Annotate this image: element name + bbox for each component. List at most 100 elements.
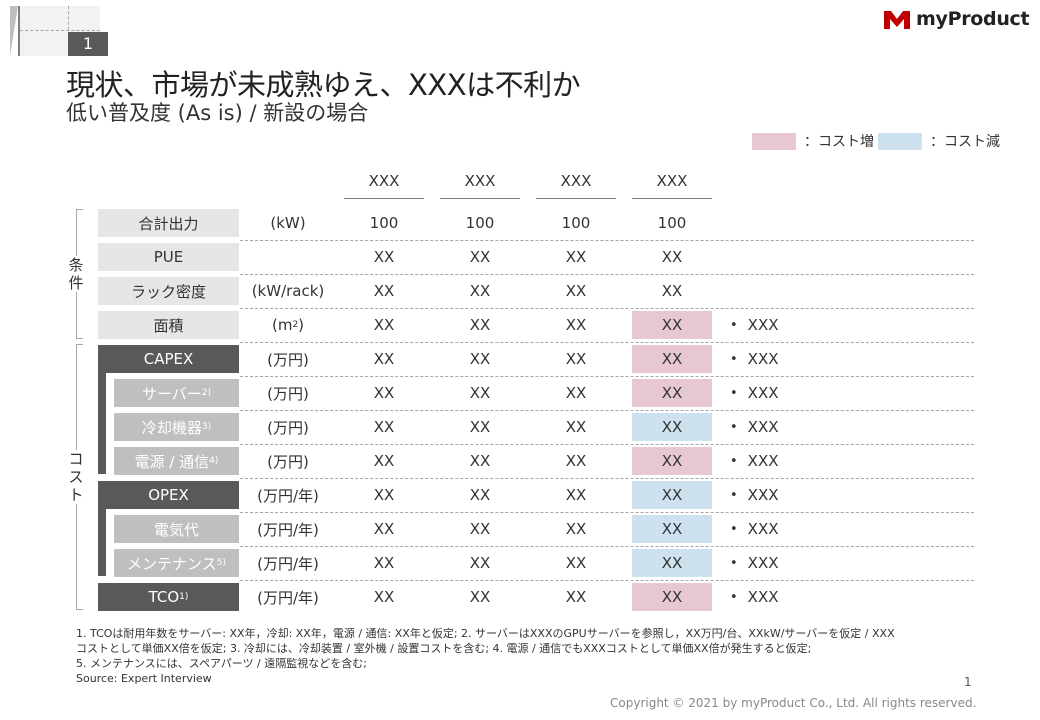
legend-label: ：コスト減 [930,134,1000,150]
row-unit: (万円/年) [257,486,319,505]
legend-swatch-pink [752,132,796,150]
table-cell: XX [565,486,587,504]
table-cell: XX [469,452,491,470]
table-cell: XX [469,554,491,572]
table-cell: XX [565,418,587,436]
table-cell: XX [565,554,587,572]
row-label: サーバー 2) [114,379,239,407]
row-unit: (万円/年) [257,554,319,573]
page-subtitle: 低い普及度 (As is) / 新設の場合 [66,101,369,125]
bullet-icon: • [730,555,738,571]
table-cell: XX [632,345,712,373]
table-cell: XX [373,588,395,606]
row-divider [240,376,974,377]
page-number: 1 [964,675,972,689]
row-divider [240,342,974,343]
row-label: 冷却機器 3) [114,413,239,441]
row-note: • XXX [730,588,779,606]
page-title: 現状、市場が未成熟ゆえ、XXXは不利か [66,68,581,102]
table-cell: XX [469,418,491,436]
row-unit: (万円) [267,418,309,437]
row-unit: (万円/年) [257,520,319,539]
footnotes: 1. TCOは耐用年数をサーバー: XX年，冷却: XX年，電源 / 通信: X… [76,626,976,686]
table-cell: 100 [465,214,495,232]
table-cell: XX [565,350,587,368]
row-note: • XXX [730,316,779,334]
row-unit: (万円/年) [257,588,319,607]
table-cell: XX [469,316,491,334]
table-cell: XX [469,248,491,266]
table-cell: XX [632,379,712,407]
row-label: メンテナンス 5) [114,549,239,577]
opex-hierarchy-bar [98,506,106,576]
table-cell: XX [373,520,395,538]
table-cell: XX [661,248,683,266]
table-cell: XX [565,520,587,538]
table-cell: XX [632,447,712,475]
table-cell: XX [373,418,395,436]
bullet-icon: • [730,453,738,469]
table-cell: XX [469,350,491,368]
row-unit [246,243,330,271]
row-label: 電源 / 通信 4) [114,447,239,475]
bullet-icon: • [730,419,738,435]
logo-text: myProduct [916,8,1030,30]
row-divider [240,274,974,275]
legend-cost-increase: ：コスト増 [752,131,874,151]
footnote-line: 5. メンテナンスには、スペアパーツ / 遠隔監視などを含む; [76,657,367,670]
row-unit: (m 2) [271,316,305,334]
table-cell: XX [373,452,395,470]
column-header: XXX [344,172,424,199]
bullet-icon: • [730,385,738,401]
source-line: Source: Expert Interview [76,672,212,685]
row-label: OPEX [98,481,239,509]
row-label: 電気代 [114,515,239,543]
table-cell: XX [565,316,587,334]
table-cell: XX [661,282,683,300]
table-cell: XX [373,316,395,334]
table-cell: XX [469,588,491,606]
row-unit: (kW/rack) [251,282,325,300]
bullet-icon: • [730,351,738,367]
row-unit: (万円) [267,350,309,369]
section-tracker: 1 [10,6,108,56]
table-cell: 100 [561,214,591,232]
legend-swatch-blue [878,132,922,150]
table-cell: XX [565,452,587,470]
table-cell: XX [632,549,712,577]
row-label: TCO 1) [98,583,239,611]
section-number: 1 [68,32,108,56]
table-cell: XX [565,588,587,606]
row-divider [240,512,974,513]
conditions-group-label: 条件 [66,256,86,292]
table-cell: XX [565,384,587,402]
table-cell: XX [565,282,587,300]
table-cell: XX [373,384,395,402]
table-cell: XX [373,282,395,300]
table-cell: XX [373,350,395,368]
row-note: • XXX [730,486,779,504]
bullet-icon: • [730,589,738,605]
row-unit: (万円) [267,384,309,403]
row-label: CAPEX [98,345,239,373]
table-cell: XX [469,520,491,538]
row-note: • XXX [730,384,779,402]
legend-cost-decrease: ：コスト減 [878,131,1000,151]
capex-hierarchy-bar [98,370,106,474]
bullet-icon: • [730,521,738,537]
table-cell: XX [632,515,712,543]
table-cell: XX [632,583,712,611]
bullet-icon: • [730,317,738,333]
table-cell: XX [373,486,395,504]
row-note: • XXX [730,452,779,470]
table-cell: 100 [369,214,399,232]
bullet-icon: • [730,487,738,503]
row-label: 合計出力 [98,209,239,237]
row-divider [240,410,974,411]
row-divider [240,444,974,445]
row-divider [240,308,974,309]
footnote-line: コストとして単価XX倍を仮定; 3. 冷却には、冷却装置 / 室外機 / 設置コ… [76,642,812,655]
table-cell: XX [469,384,491,402]
column-header: XXX [440,172,520,199]
row-note: • XXX [730,418,779,436]
